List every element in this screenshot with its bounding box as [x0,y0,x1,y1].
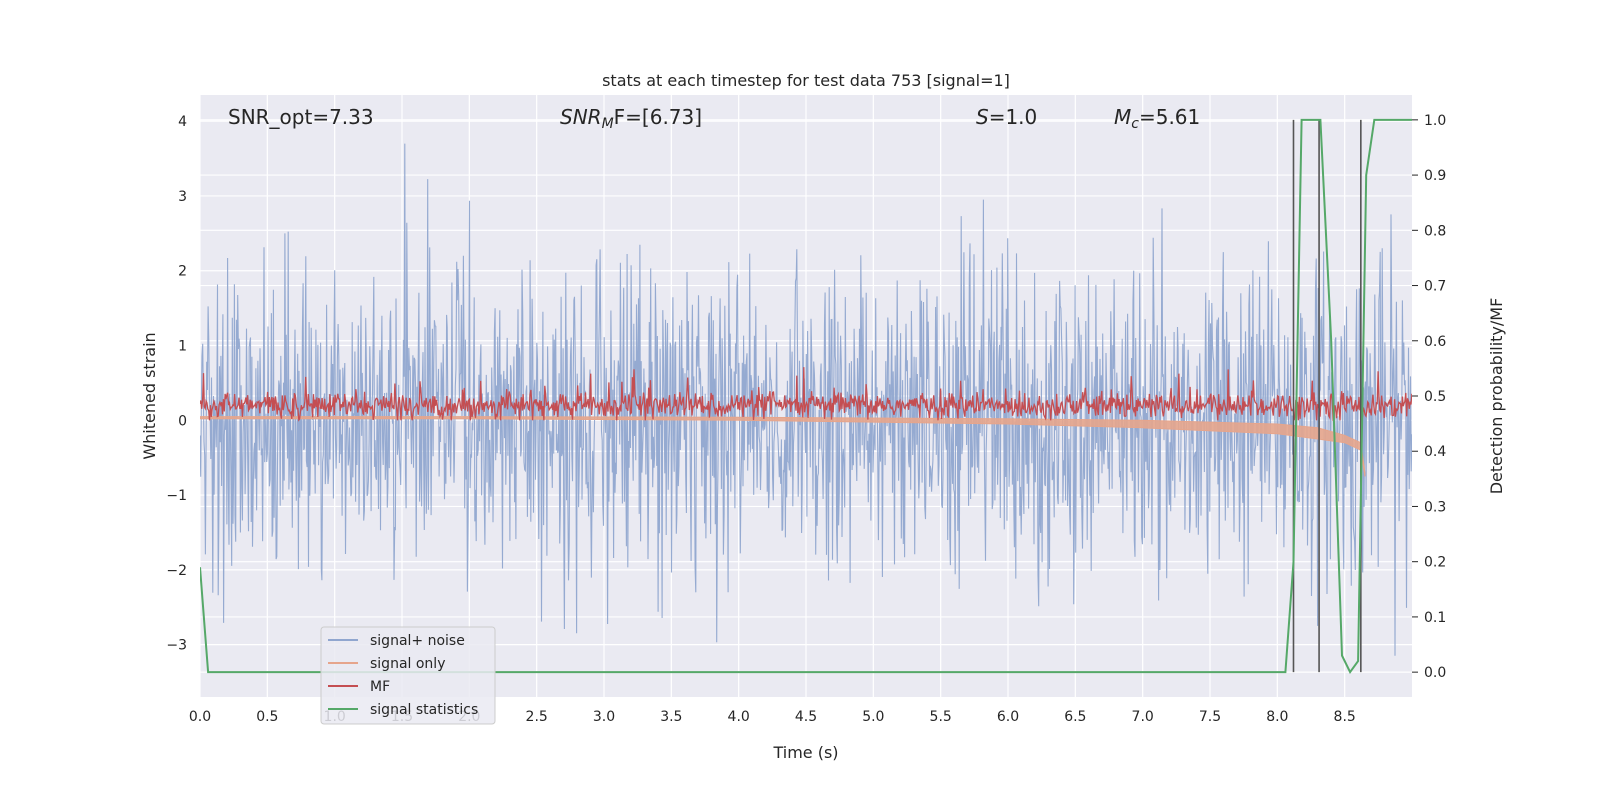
s-name: S [976,105,989,129]
legend-label-signal-statistics: signal statistics [370,702,478,718]
mc-value: =5.61 [1139,105,1200,129]
y-right-tick-label: 0.0 [1424,665,1446,681]
mc-name: M [1114,105,1131,129]
x-tick-label: 0.0 [189,709,211,725]
snr-mf-annotation: SNRMF=[6.73] [560,105,702,132]
y-tick-label: −3 [166,638,187,654]
y-axis-label: Whitened strain [140,332,159,459]
y-right-tick-label: 0.6 [1424,334,1446,350]
y-right-axis-ticks: 1.0 0.9 0.8 0.7 0.6 0.5 0.4 0.3 0.2 0.1 0.0 [1412,113,1446,681]
y-right-tick-label: 0.1 [1424,610,1446,626]
y-right-tick-label: 1.0 [1424,113,1446,129]
x-tick-label: 3.5 [660,709,682,725]
x-tick-label: 6.5 [1064,709,1086,725]
y-tick-label: 1 [178,339,187,355]
y-tick-label: 2 [178,264,187,280]
x-tick-label: 4.0 [728,709,750,725]
mc-annotation: Mc=5.61 [1114,105,1200,132]
legend-label-mf: MF [370,679,390,695]
y-right-tick-label: 0.8 [1424,223,1446,239]
series-signal-only [200,416,1366,477]
series-signal-statistics [200,118,1412,675]
y-right-tick-label: 0.7 [1424,279,1446,295]
legend-label-signal-noise: signal+ noise [370,633,465,649]
x-tick-label: 6.0 [997,709,1019,725]
y-tick-label: 0 [178,413,187,429]
y-axis-ticks: 4 3 2 1 0 −1 −2 −3 [166,114,187,653]
x-tick-label: 7.5 [1199,709,1221,725]
y-right-tick-label: 0.9 [1424,168,1446,184]
x-tick-label: 0.5 [256,709,278,725]
y-right-tick-label: 0.2 [1424,555,1446,571]
s-annotation: S=1.0 [976,105,1037,129]
mc-sub: c [1131,116,1139,132]
snr-mf-sub: M [602,116,614,132]
x-tick-label: 4.5 [795,709,817,725]
y-right-tick-label: 0.4 [1424,444,1446,460]
x-tick-label: 8.0 [1266,709,1288,725]
legend-box [320,626,496,725]
y-tick-label: 3 [178,189,187,205]
x-tick-label: 7.0 [1132,709,1154,725]
x-tick-label: 2.5 [526,709,548,725]
series-mf [200,367,1412,422]
x-tick-label: 5.5 [930,709,952,725]
legend-label-signal-only: signal only [370,656,445,672]
s-value: =1.0 [989,105,1038,129]
x-tick-label: 8.5 [1334,709,1356,725]
chart-title: stats at each timestep for test data 753… [602,71,1010,90]
series-layer [200,118,1412,675]
snr-mf-value: F=[6.73] [614,105,702,129]
snr-opt-annotation: SNR_opt=7.33 [228,105,374,129]
x-tick-label: 5.0 [862,709,884,725]
x-axis-label: Time (s) [772,743,838,762]
y-right-axis-label: Detection probability/MF [1487,298,1506,495]
y-tick-label: −2 [166,563,187,579]
x-tick-label: 3.0 [593,709,615,725]
y-tick-label: 4 [178,114,187,130]
legend: signal+ noise signal only MF signal stat… [320,626,496,725]
y-right-tick-label: 0.3 [1424,499,1446,515]
y-tick-label: −1 [166,488,187,504]
snr-mf-name: SNR [560,105,602,129]
y-right-tick-label: 0.5 [1424,389,1446,405]
